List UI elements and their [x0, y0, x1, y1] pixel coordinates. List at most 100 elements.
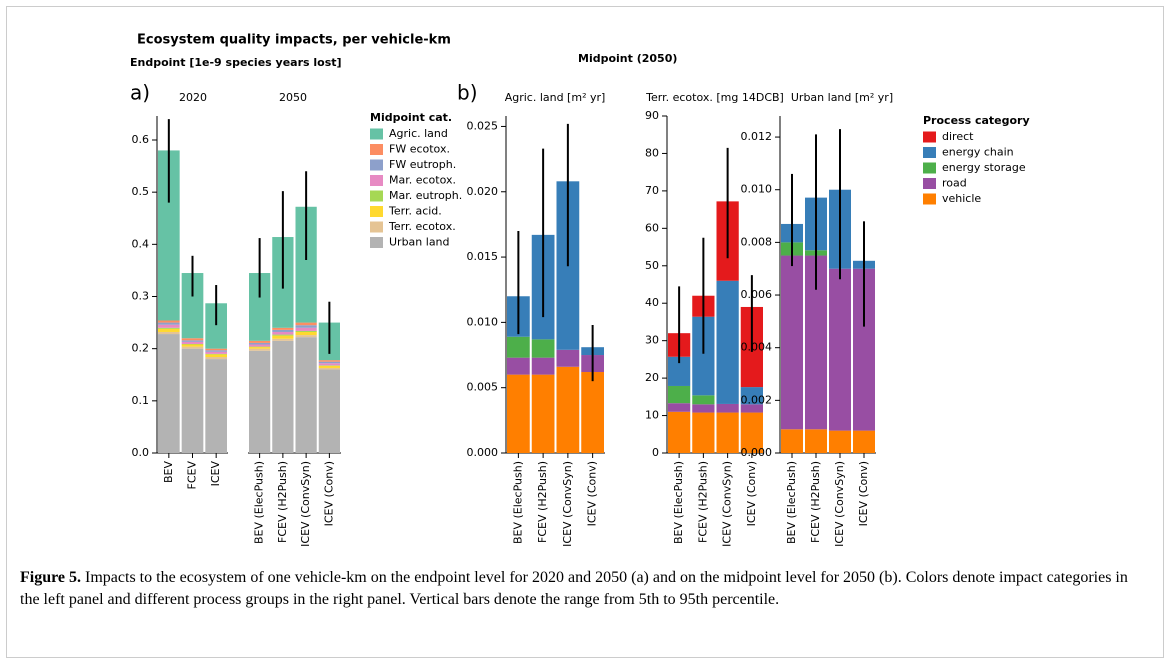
y-tick-label: 0.006 — [741, 288, 773, 301]
y-tick-label: 40 — [645, 296, 659, 309]
bar-segment — [692, 404, 715, 413]
bar-segment — [556, 366, 580, 453]
bar-segment — [249, 344, 271, 347]
legend-swatch — [370, 237, 383, 248]
legend-swatch — [370, 144, 383, 155]
caption-label: Figure 5. — [20, 569, 82, 586]
bar-segment — [531, 339, 555, 358]
chart-subtitle: Urban land [m² yr] — [791, 91, 893, 104]
legend-label: Mar. eutroph. — [389, 189, 462, 202]
chart: Ecosystem quality impacts, per vehicle-k… — [130, 33, 1030, 547]
bar-segment — [205, 303, 227, 349]
x-tick-label: BEV (ElecPush) — [785, 461, 798, 544]
bar-segment — [716, 280, 739, 404]
bar-segment — [507, 357, 530, 375]
legend-label: energy storage — [942, 161, 1026, 174]
y-tick-label: 0.5 — [132, 185, 150, 198]
bar-segment — [318, 365, 340, 368]
y-tick-label: 0.025 — [467, 119, 499, 132]
bar-segment — [272, 335, 294, 339]
bar-segment — [853, 430, 875, 453]
legend-label: Mar. ecotox. — [389, 174, 456, 187]
y-tick-label: 70 — [645, 184, 659, 197]
bar-segment — [272, 334, 294, 336]
bar-segment — [158, 328, 180, 332]
y-tick-label: 0.2 — [132, 342, 150, 355]
y-tick-label: 50 — [645, 259, 659, 272]
bar-segment — [295, 325, 317, 328]
bar-segment — [295, 327, 317, 331]
bar-segment — [249, 347, 271, 349]
y-tick-label: 0.004 — [741, 341, 773, 354]
y-tick-label: 0.010 — [741, 183, 773, 196]
legend-label: Urban land — [389, 236, 450, 249]
bar-segment — [295, 335, 317, 338]
bar-segment — [692, 412, 715, 453]
legend-swatch — [923, 193, 936, 205]
figure-frame — [6, 6, 1164, 658]
bar-segment — [716, 412, 739, 453]
legend-label: energy chain — [942, 146, 1014, 159]
legend-swatch — [923, 178, 936, 189]
bar-segment — [740, 387, 763, 405]
bar-segment — [556, 349, 580, 367]
x-tick-label: ICEV (Conv) — [857, 461, 870, 526]
y-tick-label: 0.012 — [741, 130, 773, 143]
legend-label: vehicle — [942, 192, 981, 205]
y-tick-label: 0.002 — [741, 393, 773, 406]
x-tick-label: FCEV (H2Push) — [809, 461, 822, 543]
bar-segment — [295, 337, 317, 453]
figure-title: Ecosystem quality impacts, per vehicle-k… — [137, 33, 451, 48]
bar-segment — [205, 353, 227, 355]
legend-swatch — [370, 128, 383, 140]
bar-segment — [272, 331, 294, 335]
x-tick-label: ICEV (Conv) — [322, 461, 335, 526]
bar-segment — [158, 334, 180, 453]
bar-segment — [205, 351, 227, 354]
bar-segment — [272, 338, 294, 341]
bar-segment — [581, 372, 604, 453]
bar-segment — [181, 348, 204, 453]
legend-swatch — [370, 159, 383, 171]
bar-segment — [205, 357, 227, 360]
bar-segment — [181, 338, 204, 341]
y-tick-label: 0.0 — [132, 446, 150, 459]
y-tick-label: 0.008 — [741, 235, 773, 248]
x-tick-label: FCEV (H2Push) — [536, 461, 549, 543]
x-tick-label: FCEV (H2Push) — [276, 461, 289, 543]
y-tick-label: 0.000 — [741, 446, 773, 459]
bar-segment — [181, 343, 204, 345]
bar-segment — [181, 273, 204, 339]
legend-label: Terr. acid. — [388, 205, 442, 218]
chart-subtitle: Terr. ecotox. [mg 14DCB] — [645, 91, 784, 104]
x-tick-label: ICEV (ConvSyn) — [833, 461, 846, 547]
bar-segment — [272, 329, 294, 332]
x-tick-label: ICEV (ConvSyn) — [299, 461, 312, 547]
bar-segment — [805, 255, 827, 430]
y-tick-label: 60 — [645, 221, 659, 234]
endpoint-label: Endpoint [1e-9 species years lost] — [130, 56, 342, 69]
y-tick-label: 0.1 — [132, 394, 150, 407]
legend-swatch — [923, 147, 936, 158]
panel-label: a) — [130, 81, 150, 105]
bar-segment — [249, 342, 271, 345]
bar-segment — [805, 429, 827, 453]
chart-subtitle: Agric. land [m² yr] — [505, 91, 606, 104]
bar-segment — [781, 255, 803, 430]
bar-segment — [716, 403, 739, 413]
x-tick-label: BEV — [162, 461, 175, 483]
bar-segment — [853, 268, 875, 431]
y-tick-label: 0.6 — [132, 133, 150, 146]
y-tick-label: 20 — [645, 371, 659, 384]
bar-segment — [158, 150, 180, 321]
y-tick-label: 0.3 — [132, 289, 150, 302]
bar-segment — [158, 331, 180, 335]
legend-swatch — [370, 190, 383, 202]
y-tick-label: 0.010 — [467, 315, 499, 328]
bar-segment — [318, 361, 340, 364]
bar-segment — [668, 411, 691, 453]
bar-segment — [318, 367, 340, 370]
y-tick-label: 90 — [645, 109, 659, 122]
bar-segment — [692, 395, 715, 405]
bar-segment — [668, 403, 691, 412]
